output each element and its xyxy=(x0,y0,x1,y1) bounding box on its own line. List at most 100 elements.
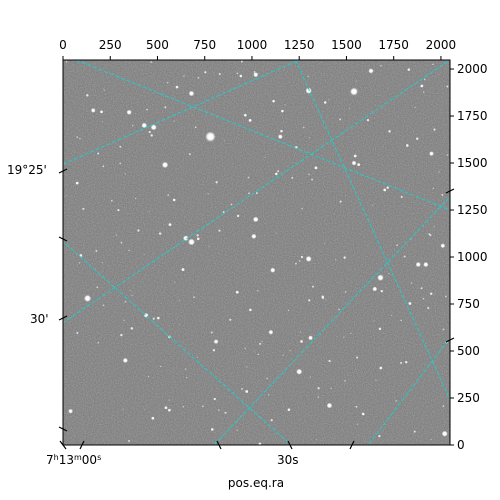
field-star xyxy=(119,162,122,165)
field-star xyxy=(388,272,390,275)
field-star xyxy=(373,320,375,322)
image-noise xyxy=(63,60,450,445)
field-star xyxy=(379,366,383,370)
field-star xyxy=(259,342,262,345)
field-star xyxy=(168,399,170,401)
world-tick-mark-10 xyxy=(445,337,455,343)
field-star xyxy=(210,331,213,334)
field-star xyxy=(328,359,331,363)
field-star xyxy=(420,287,423,290)
field-star xyxy=(428,233,431,236)
world-tick-mark-6 xyxy=(58,236,68,242)
field-star xyxy=(208,245,210,247)
field-star xyxy=(218,73,221,76)
field-star xyxy=(150,134,153,137)
bright-star-34 xyxy=(90,107,96,113)
field-star xyxy=(410,282,413,284)
field-star xyxy=(427,306,430,310)
ra-tick-label-30s: 30s xyxy=(277,453,299,467)
field-star xyxy=(130,327,134,330)
field-star xyxy=(395,400,397,402)
field-star xyxy=(103,89,105,91)
field-star xyxy=(249,308,252,312)
field-star xyxy=(314,166,318,170)
field-star xyxy=(420,84,424,88)
dec-tick-label-19-25: 19°25' xyxy=(7,163,47,177)
field-star xyxy=(308,137,310,139)
plot-frame xyxy=(62,59,451,446)
bright-star-28 xyxy=(213,339,219,345)
field-star xyxy=(230,203,233,206)
bright-star-6 xyxy=(377,274,384,281)
field-star xyxy=(284,104,286,106)
field-star xyxy=(132,125,134,127)
bright-star-5 xyxy=(305,87,312,94)
x-tick-label-2000: 2000 xyxy=(426,38,457,52)
field-star xyxy=(348,107,351,110)
field-star xyxy=(129,290,131,292)
field-star xyxy=(295,262,297,265)
field-star xyxy=(438,171,440,173)
grid-line-falling-1 xyxy=(63,240,292,445)
field-star xyxy=(115,234,117,236)
field-star xyxy=(65,60,68,63)
field-star xyxy=(371,204,374,207)
field-star xyxy=(324,243,326,245)
field-star xyxy=(172,198,176,202)
field-star xyxy=(76,332,79,335)
field-star xyxy=(350,333,352,335)
field-star xyxy=(275,232,277,234)
field-star xyxy=(79,254,83,257)
bright-star-15 xyxy=(251,233,257,239)
bright-star-2 xyxy=(83,294,92,302)
x-tick-label-1500: 1500 xyxy=(331,38,362,52)
field-star xyxy=(300,340,303,343)
field-star xyxy=(357,163,361,167)
world-tick-mark-5 xyxy=(58,168,68,174)
field-star xyxy=(96,286,99,289)
field-star xyxy=(181,268,185,271)
ra-tick-label-7h13m00s: 7h13m00s xyxy=(46,453,101,467)
field-star xyxy=(124,300,127,303)
field-star xyxy=(158,232,162,235)
field-star xyxy=(120,241,123,244)
field-star xyxy=(391,314,393,317)
pixel-x-axis-top: 0 250 500 750 1000 1250 1500 1750 2000 xyxy=(59,38,456,60)
field-star xyxy=(344,380,346,382)
pixel-y-axis-right: 0 250 500 750 1000 1250 1500 1750 2000 xyxy=(450,62,488,452)
bright-star-30 xyxy=(308,335,313,341)
bright-star-27 xyxy=(277,134,283,140)
x-tick-label-250: 250 xyxy=(99,38,122,52)
field-star xyxy=(248,118,252,122)
y-tick-label-1750: 1750 xyxy=(457,109,488,123)
field-star xyxy=(246,366,248,368)
field-star xyxy=(272,99,275,103)
field-star xyxy=(255,192,258,195)
field-star xyxy=(280,129,283,133)
field-star xyxy=(65,194,67,196)
field-star xyxy=(110,199,113,202)
field-star xyxy=(430,438,432,441)
field-star xyxy=(245,390,249,393)
world-tick-mark-4 xyxy=(349,440,355,450)
field-star xyxy=(366,118,370,122)
field-star xyxy=(325,299,327,301)
bright-star-3 xyxy=(188,238,195,246)
field-star xyxy=(277,170,280,173)
field-star xyxy=(339,200,342,203)
field-star xyxy=(164,406,168,410)
field-star xyxy=(117,208,120,212)
y-tick-label-1250: 1250 xyxy=(457,203,488,217)
bright-star-21 xyxy=(423,261,429,268)
field-star xyxy=(257,290,259,292)
field-star xyxy=(267,394,270,396)
field-star xyxy=(248,192,250,195)
world-tick-mark-1 xyxy=(79,440,85,450)
field-star xyxy=(100,110,103,114)
y-tick-label-1000: 1000 xyxy=(457,250,488,264)
field-star xyxy=(400,361,403,364)
field-star xyxy=(261,340,263,343)
field-star xyxy=(146,108,148,111)
world-tick-mark-9 xyxy=(445,188,455,194)
field-star xyxy=(355,405,358,408)
